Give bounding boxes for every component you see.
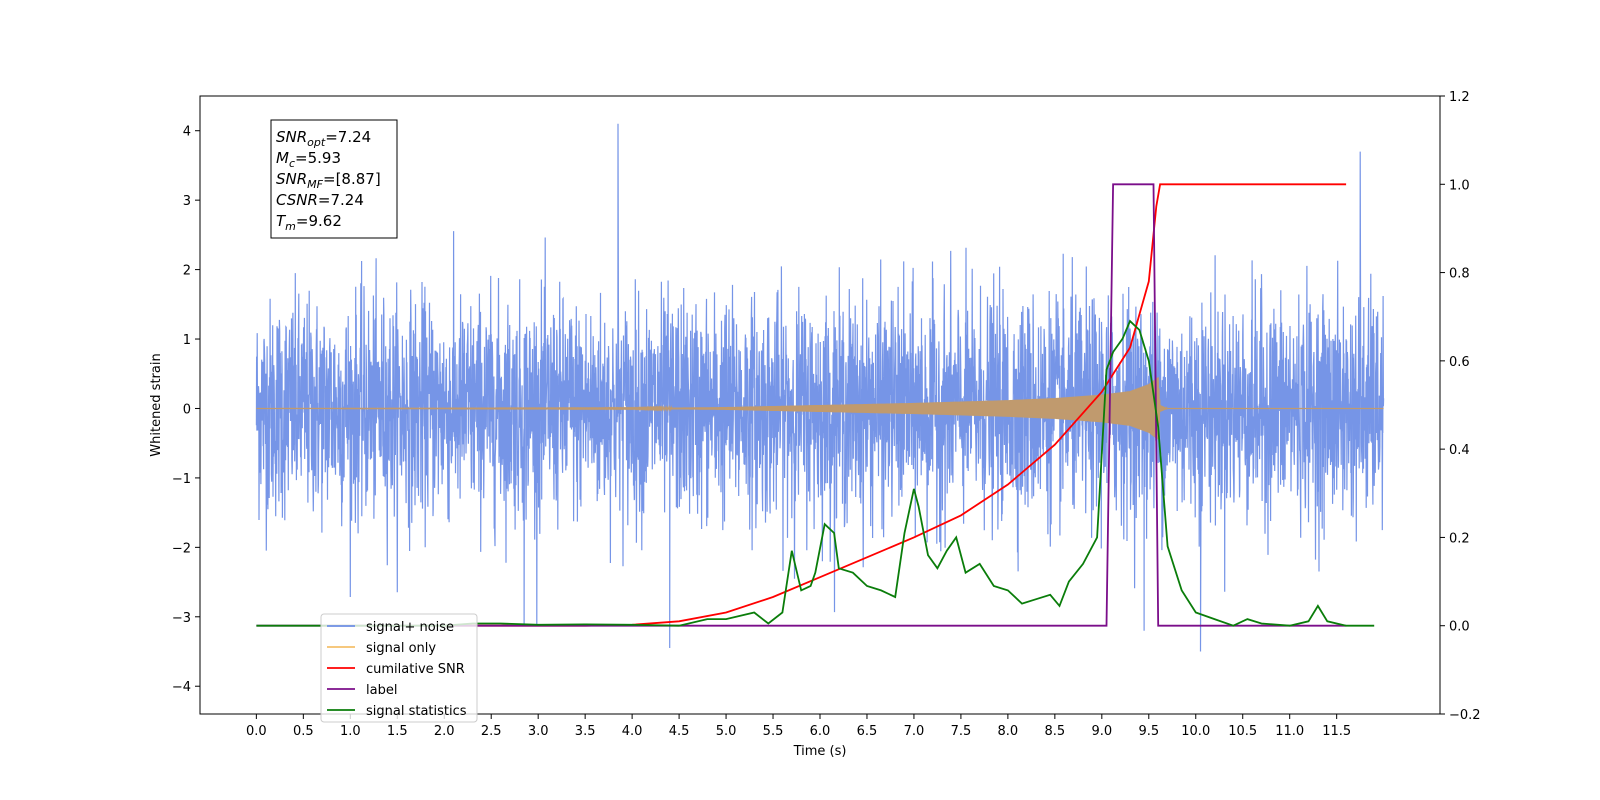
x-tick-label: 5.0: [716, 724, 737, 739]
x-tick-label: 6.5: [857, 724, 878, 739]
stats-symbol: SNR: [276, 128, 307, 146]
x-axis: 0.0 0.5 1.0 1.5 2.0 2.5 3.0 3.5 4.0 4.5 5.0 5.5 6.0 6…: [246, 714, 1351, 739]
y-axis-left: −4 −3 −2 −1 0 1 2 3 4: [172, 125, 200, 695]
y2-tick-label: 0.6: [1449, 355, 1470, 370]
series-cumulative-snr: [444, 183, 1347, 627]
stats-subscript: MF: [307, 178, 323, 191]
stats-line: CSNR=7.24: [276, 191, 364, 209]
y-tick-label: 1: [183, 333, 191, 348]
series-signal-noise: [255, 123, 1385, 652]
x-tick-label: 8.0: [998, 724, 1019, 739]
stats-symbol: M: [276, 149, 289, 167]
y2-tick-label: 1.0: [1449, 178, 1470, 193]
plot-series: [255, 123, 1385, 652]
y2-tick-label: 1.2: [1449, 90, 1470, 105]
legend-entry: signal statistics: [366, 704, 467, 719]
series-label: [256, 183, 1347, 627]
x-tick-label: 11.5: [1322, 724, 1351, 739]
stats-line: Mc=5.93: [276, 149, 341, 170]
y-tick-label: −4: [172, 680, 191, 695]
y2-tick-label: 0.8: [1449, 267, 1470, 282]
y-tick-label: −1: [172, 472, 191, 487]
x-tick-label: 1.5: [387, 724, 408, 739]
x-tick-label: 10.5: [1228, 724, 1257, 739]
series-signal-statistics: [256, 319, 1375, 627]
stats-subscript: c: [289, 157, 295, 170]
stats-subscript: m: [285, 220, 296, 233]
stats-subscript: opt: [307, 136, 326, 149]
y-tick-label: 4: [183, 125, 191, 140]
legend-entry: label: [366, 683, 397, 698]
x-tick-label: 7.0: [904, 724, 925, 739]
x-tick-label: 2.0: [434, 724, 455, 739]
legend-entry: signal+ noise: [366, 620, 454, 635]
x-tick-label: 3.0: [528, 724, 549, 739]
y-tick-label: −2: [172, 541, 191, 556]
stats-symbol: CSNR: [276, 191, 318, 209]
stats-box-frame: [270, 119, 398, 239]
x-tick-label: 0.5: [293, 724, 314, 739]
y-axis-right: −0.2 0.0 0.2 0.4 0.6 0.8 1.0 1.2: [1440, 90, 1481, 723]
y2-tick-label: −0.2: [1449, 708, 1481, 723]
stats-value: =7.24: [318, 191, 364, 209]
y2-tick-label: 0.2: [1449, 531, 1470, 546]
legend-entry: cumilative SNR: [366, 662, 465, 677]
y-tick-label: 0: [183, 402, 191, 417]
x-tick-label: 8.5: [1045, 724, 1066, 739]
x-tick-label: 0.0: [246, 724, 267, 739]
x-tick-label: 7.5: [951, 724, 972, 739]
stats-value: =9.62: [296, 212, 342, 230]
stats-value: =7.24: [325, 128, 371, 146]
x-tick-label: 3.5: [575, 724, 596, 739]
stats-line: Tm=9.62: [276, 212, 342, 233]
y-tick-label: −3: [172, 611, 191, 626]
x-tick-label: 4.0: [622, 724, 643, 739]
x-tick-label: 10.0: [1181, 724, 1210, 739]
legend-entry: signal only: [366, 641, 436, 656]
x-tick-label: 9.5: [1138, 724, 1159, 739]
stats-symbol: SNR: [276, 170, 307, 188]
x-tick-label: 2.5: [481, 724, 502, 739]
y2-tick-label: 0.0: [1449, 620, 1470, 635]
legend: signal+ noise signal only cumilative SNR la…: [320, 613, 478, 723]
x-tick-label: 6.0: [810, 724, 831, 739]
x-tick-label: 5.5: [763, 724, 784, 739]
x-tick-label: 9.0: [1091, 724, 1112, 739]
y-tick-label: 3: [183, 194, 191, 209]
legend-frame: [320, 613, 478, 723]
stats-line: SNRopt=7.24: [276, 128, 371, 149]
stats-line: SNRMF=[8.87]: [276, 170, 381, 191]
stats-value: =5.93: [295, 149, 341, 167]
x-tick-label: 4.5: [669, 724, 690, 739]
y2-tick-label: 0.4: [1449, 443, 1470, 458]
series-signal-only: [256, 377, 1384, 440]
stats-symbol: T: [276, 212, 287, 230]
x-tick-label: 1.0: [340, 724, 361, 739]
x-axis-label: Time (s): [793, 744, 847, 759]
stats-value: =[8.87]: [323, 170, 381, 188]
x-tick-label: 11.0: [1275, 724, 1304, 739]
y-tick-label: 2: [183, 264, 191, 279]
stats-box: SNRopt=7.24Mc=5.93SNRMF=[8.87]CSNR=7.24T…: [270, 119, 398, 239]
y-axis-label: Whitened strain: [149, 353, 164, 456]
